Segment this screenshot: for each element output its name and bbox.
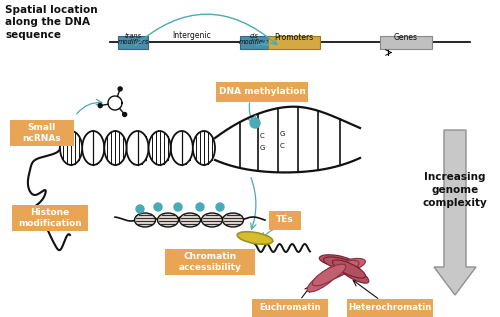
Ellipse shape [60,131,82,165]
Ellipse shape [134,213,156,227]
Circle shape [98,104,102,107]
Ellipse shape [170,131,193,165]
Ellipse shape [328,258,366,274]
Text: TEs: TEs [276,216,294,224]
Ellipse shape [323,260,359,278]
Text: G: G [260,146,266,152]
Text: Increasing
genome
complexity: Increasing genome complexity [422,172,488,208]
FancyBboxPatch shape [269,210,301,230]
Ellipse shape [222,213,244,227]
Text: Promoters: Promoters [274,33,314,42]
FancyBboxPatch shape [10,120,74,146]
Ellipse shape [202,213,222,227]
Text: Euchromatin: Euchromatin [259,303,321,313]
Circle shape [136,205,144,213]
Ellipse shape [148,131,171,165]
Text: DNA methylation: DNA methylation [218,87,306,96]
Circle shape [250,118,260,128]
Text: Spatial location
along the DNA
sequence: Spatial location along the DNA sequence [5,5,98,40]
Ellipse shape [180,213,201,227]
Text: Heterochromatin: Heterochromatin [348,303,432,313]
Text: G: G [280,131,285,137]
Ellipse shape [324,257,358,271]
FancyBboxPatch shape [380,36,432,49]
Text: Histone
modification: Histone modification [18,208,82,228]
Ellipse shape [193,131,215,165]
Ellipse shape [158,213,178,227]
Text: C: C [260,133,265,139]
Ellipse shape [328,259,362,275]
Circle shape [122,113,126,116]
Ellipse shape [307,268,339,292]
Ellipse shape [104,131,126,165]
Text: C: C [280,143,285,149]
Ellipse shape [237,232,273,244]
Text: Intergenic: Intergenic [172,31,212,40]
Ellipse shape [82,131,104,165]
Text: cis
modifiers: cis modifiers [238,33,270,46]
Text: Chromatin
accessibility: Chromatin accessibility [178,252,242,272]
FancyBboxPatch shape [347,299,433,317]
Ellipse shape [126,131,148,165]
FancyBboxPatch shape [216,82,308,102]
Ellipse shape [319,255,355,267]
Text: trans
modifiers: trans modifiers [118,33,148,46]
Ellipse shape [318,262,352,282]
FancyArrow shape [434,130,476,295]
Circle shape [118,87,122,91]
FancyBboxPatch shape [240,36,268,49]
FancyBboxPatch shape [165,249,255,275]
Text: Genes: Genes [394,33,418,42]
FancyBboxPatch shape [252,299,328,317]
Text: Small
ncRNAs: Small ncRNAs [22,123,62,143]
FancyBboxPatch shape [268,36,320,49]
Ellipse shape [337,263,369,283]
Circle shape [196,203,204,211]
Ellipse shape [312,264,346,286]
Ellipse shape [332,260,366,278]
FancyBboxPatch shape [118,36,148,49]
Circle shape [216,203,224,211]
FancyBboxPatch shape [12,205,88,231]
Circle shape [154,203,162,211]
Circle shape [174,203,182,211]
